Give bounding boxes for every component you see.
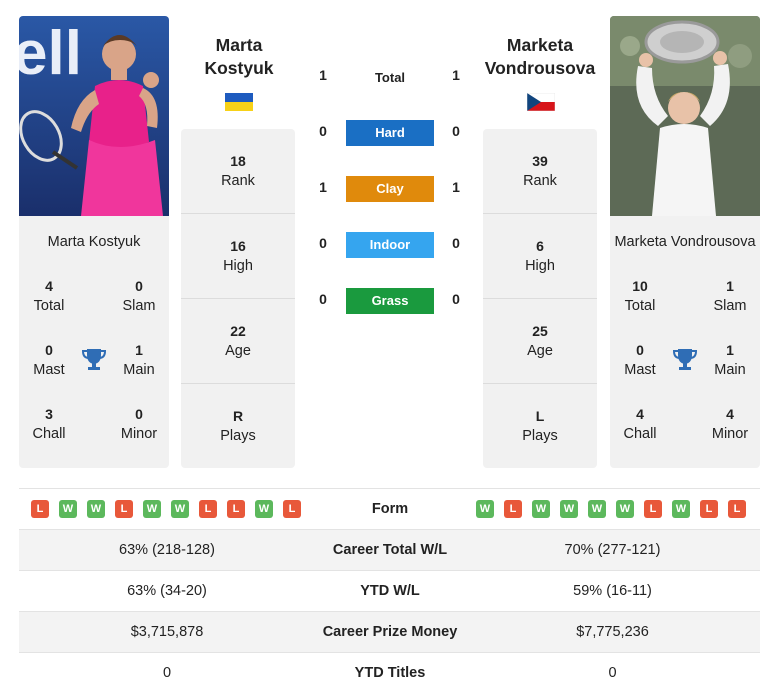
player-photo-left: ell: [19, 16, 169, 216]
form-badge[interactable]: W: [476, 500, 494, 518]
stat-total-left: 4 Total: [33, 278, 65, 314]
h2h-grass-right: 0: [452, 291, 460, 307]
divider: [483, 383, 597, 384]
info-high-left: 16 High: [223, 238, 253, 274]
player-card-left: Marta Kostyuk 4 Total 0 Slam 0 Mast 1 Ma…: [19, 216, 169, 468]
form-badge[interactable]: W: [59, 500, 77, 518]
info-column-left: 18 Rank 16 High 22 Age R Plays: [181, 129, 295, 468]
divider: [483, 213, 597, 214]
divider: [181, 298, 295, 299]
ytd-titles-left: 0: [162, 665, 172, 681]
stat-total-right: 10 Total: [624, 278, 656, 314]
table-row-prize: $3,715,878 Career Prize Money $7,775,236: [19, 611, 760, 652]
info-age-left: 22 Age: [225, 323, 251, 359]
table-row-career-wl: 63% (218-128) Career Total W/L 70% (277-…: [19, 529, 760, 570]
form-badge[interactable]: L: [283, 500, 301, 518]
h2h-hard-left: 0: [319, 123, 327, 139]
divider: [181, 383, 295, 384]
prize-label: Career Prize Money: [322, 624, 458, 640]
surface-grass-badge[interactable]: Grass: [346, 288, 434, 314]
player-name-right[interactable]: Marketa Vondrousova: [614, 234, 756, 250]
stat-minor-left: 0 Minor: [120, 406, 158, 442]
ytd-titles-right: 0: [608, 665, 617, 681]
career-wl-right: 70% (277-121): [564, 542, 661, 558]
stat-main-left: 1 Main: [123, 342, 155, 378]
form-badge[interactable]: L: [644, 500, 662, 518]
form-badge[interactable]: W: [143, 500, 161, 518]
form-badge[interactable]: W: [560, 500, 578, 518]
stat-slam-right: 1 Slam: [713, 278, 747, 314]
h2h-indoor-right: 0: [452, 235, 460, 251]
form-badge[interactable]: L: [31, 500, 49, 518]
surface-clay-badge[interactable]: Clay: [346, 176, 434, 202]
ytd-wl-left: 63% (34-20): [127, 583, 207, 599]
ytd-wl-label: YTD W/L: [360, 583, 420, 599]
info-age-right: 25 Age: [527, 323, 553, 359]
form-badge[interactable]: L: [728, 500, 746, 518]
h2h-clay-right: 1: [452, 179, 460, 195]
player-card-right: Marketa Vondrousova 10 Total 1 Slam 0 Ma…: [610, 216, 760, 468]
info-column-right: 39 Rank 6 High 25 Age L Plays: [483, 129, 597, 468]
form-badge[interactable]: L: [227, 500, 245, 518]
form-badge[interactable]: W: [87, 500, 105, 518]
form-badge[interactable]: W: [255, 500, 273, 518]
form-badge[interactable]: W: [672, 500, 690, 518]
divider: [181, 213, 295, 214]
player-header-left[interactable]: Marta Kostyuk: [204, 35, 274, 78]
ukraine-flag-icon: [225, 93, 253, 111]
player-photo-right: [610, 16, 760, 216]
form-badge[interactable]: L: [700, 500, 718, 518]
table-row-ytd-titles: 0 YTD Titles 0: [19, 652, 760, 693]
form-badge[interactable]: W: [171, 500, 189, 518]
form-badge[interactable]: W: [588, 500, 606, 518]
table-row-form: L W W L W W L L W L Form W L W W W W L W…: [19, 488, 760, 529]
info-rank-left: 18 Rank: [221, 153, 255, 189]
h2h-clay-left: 1: [319, 179, 327, 195]
form-badge[interactable]: L: [199, 500, 217, 518]
stat-mast-right: 0 Mast: [624, 342, 656, 378]
divider: [483, 298, 597, 299]
info-high-right: 6 High: [525, 238, 555, 274]
stat-chall-right: 4 Chall: [623, 406, 657, 442]
trophy-icon: [672, 346, 698, 372]
prize-right: $7,775,236: [576, 624, 649, 640]
player-header-right[interactable]: Marketa Vondrousova: [484, 35, 596, 78]
surface-hard-badge[interactable]: Hard: [346, 120, 434, 146]
career-wl-left: 63% (218-128): [119, 542, 215, 558]
surface-indoor-badge[interactable]: Indoor: [346, 232, 434, 258]
stat-main-right: 1 Main: [714, 342, 746, 378]
form-badges-right: W L W W W W L W L L: [476, 500, 746, 518]
info-rank-right: 39 Rank: [523, 153, 557, 189]
h2h-total-label: Total: [374, 70, 406, 85]
form-badge[interactable]: L: [504, 500, 522, 518]
h2h-total-right: 1: [452, 67, 460, 83]
ytd-titles-label: YTD Titles: [354, 665, 426, 681]
form-badge[interactable]: W: [616, 500, 634, 518]
form-label: Form: [371, 501, 409, 517]
career-wl-label: Career Total W/L: [332, 542, 448, 558]
h2h-total-left: 1: [319, 67, 327, 83]
h2h-hard-right: 0: [452, 123, 460, 139]
prize-left: $3,715,878: [130, 624, 204, 640]
trophy-icon: [81, 346, 107, 372]
player-name-left[interactable]: Marta Kostyuk: [47, 234, 141, 250]
stat-slam-left: 0 Slam: [122, 278, 156, 314]
stat-chall-left: 3 Chall: [32, 406, 66, 442]
h2h-grass-left: 0: [319, 291, 327, 307]
table-row-ytd-wl: 63% (34-20) YTD W/L 59% (16-11): [19, 570, 760, 611]
info-plays-right: L Plays: [522, 408, 558, 444]
h2h-indoor-left: 0: [319, 235, 327, 251]
info-plays-left: R Plays: [220, 408, 256, 444]
form-badge[interactable]: L: [115, 500, 133, 518]
stat-minor-right: 4 Minor: [711, 406, 749, 442]
ytd-wl-right: 59% (16-11): [573, 583, 652, 599]
form-badge[interactable]: W: [532, 500, 550, 518]
stat-mast-left: 0 Mast: [33, 342, 65, 378]
form-badges-left: L W W L W W L L W L: [31, 500, 301, 518]
czech-flag-icon: [526, 92, 556, 112]
svg-text:ell: ell: [19, 19, 82, 88]
